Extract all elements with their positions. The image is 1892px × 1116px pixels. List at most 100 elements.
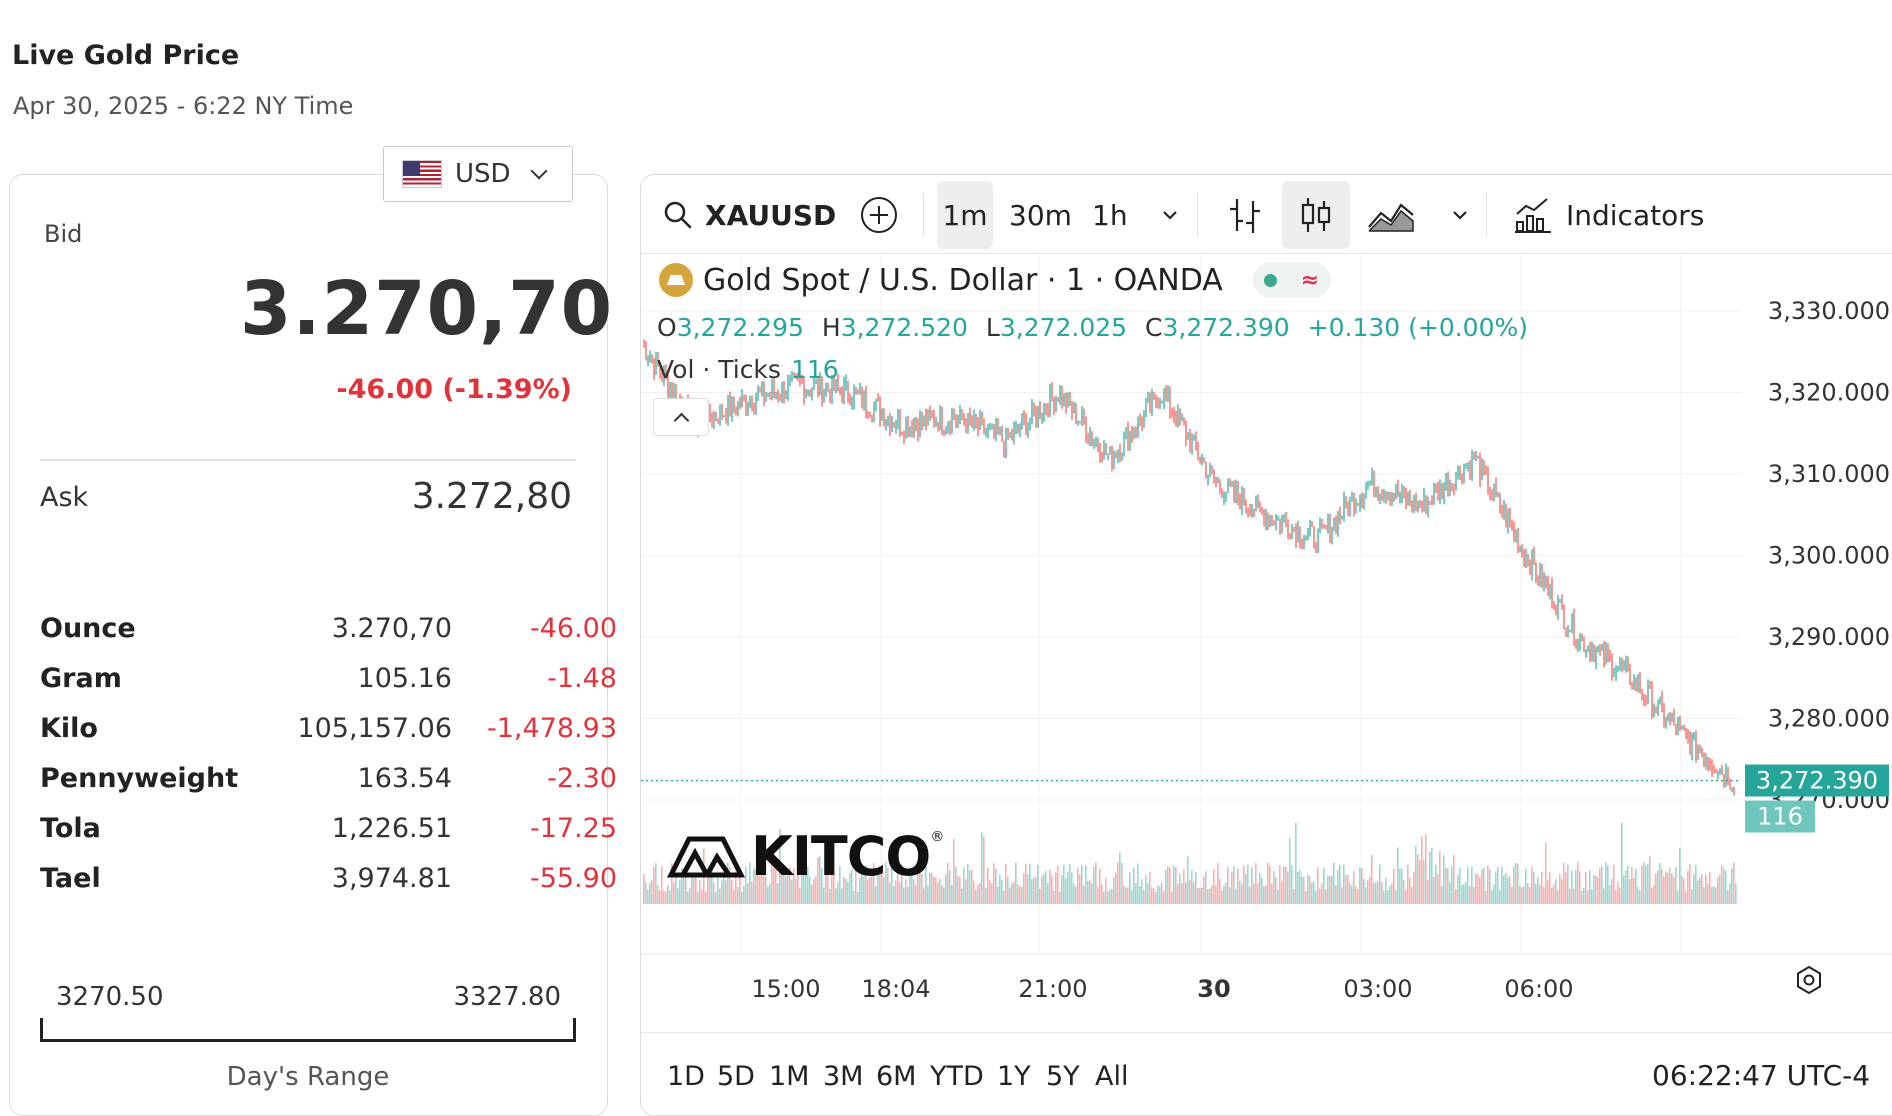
volume-bar xyxy=(1463,884,1465,904)
compare-symbol-button[interactable] xyxy=(859,181,899,249)
unit-price: 163.54 xyxy=(357,762,452,794)
volume-bar xyxy=(1119,852,1121,904)
volume-bar xyxy=(871,876,873,904)
volume-bar xyxy=(1097,887,1099,904)
volume-bar xyxy=(857,891,859,904)
volume-bar xyxy=(1631,867,1633,904)
volume-bar xyxy=(1073,884,1075,904)
collapse-legend-button[interactable] xyxy=(653,398,709,436)
time-axis-label: 03:00 xyxy=(1343,975,1412,1003)
volume-bar xyxy=(1515,862,1517,904)
volume-bar xyxy=(659,890,661,904)
interval-30m[interactable]: 30m xyxy=(1009,198,1072,232)
volume-bar xyxy=(775,868,777,904)
volume-bar xyxy=(1353,870,1355,904)
chart-style-dropdown[interactable] xyxy=(1449,181,1471,249)
volume-bar xyxy=(1143,889,1145,904)
volume-bar xyxy=(817,857,819,904)
range-3m[interactable]: 3M xyxy=(823,1061,864,1092)
area-style-button[interactable] xyxy=(1367,181,1415,249)
volume-bar xyxy=(1587,890,1589,904)
volume-bar xyxy=(1051,875,1053,904)
range-1y[interactable]: 1Y xyxy=(997,1061,1031,1092)
volume-bar xyxy=(1055,871,1057,904)
candles-style-button[interactable] xyxy=(1282,181,1350,249)
volume-bar xyxy=(1139,886,1141,904)
chart-area[interactable]: 3,330.000 3,320.000 3,310.000 3,300.000 3,29… xyxy=(641,254,1892,1032)
price-chart[interactable]: 3,330.000 3,320.000 3,310.000 3,300.000 3,29… xyxy=(641,254,1892,1032)
volume-bar xyxy=(901,864,903,904)
volume-bar xyxy=(889,882,891,904)
bar-style-button[interactable] xyxy=(1227,181,1263,249)
volume-bar xyxy=(755,869,757,904)
volume-bar xyxy=(727,862,729,904)
chart-widget: XAUUSD 1m 30m 1h Indicators 3,33 xyxy=(640,174,1892,1116)
range-1d[interactable]: 1D xyxy=(667,1061,705,1092)
volume-bar xyxy=(825,835,827,904)
volume-bar xyxy=(877,872,879,904)
volume-bar xyxy=(1247,864,1249,904)
range-6m[interactable]: 6M xyxy=(876,1061,917,1092)
gold-coin-icon xyxy=(659,263,693,297)
volume-bar xyxy=(1159,886,1161,904)
volume-bar xyxy=(811,884,813,904)
volume-bar xyxy=(1161,882,1163,904)
volume-bar xyxy=(859,877,861,904)
table-row: Ounce 3.270,70 -46.00 xyxy=(40,603,617,653)
volume-bar xyxy=(1345,874,1347,904)
volume-bar xyxy=(1317,867,1319,904)
volume-bar xyxy=(1037,864,1039,904)
volume-bar xyxy=(1699,877,1701,904)
indicators-button[interactable]: Indicators xyxy=(1514,181,1704,249)
volume-bar xyxy=(1399,869,1401,904)
volume-bar xyxy=(767,886,769,904)
volume-bar xyxy=(1635,868,1637,904)
volume-bar xyxy=(1047,882,1049,904)
time-axis-label: 06:00 xyxy=(1504,975,1573,1003)
interval-1h[interactable]: 1h xyxy=(1092,198,1128,232)
volume-bar xyxy=(1157,885,1159,904)
volume-bar xyxy=(945,874,947,904)
volume-bar xyxy=(1329,875,1331,904)
symbol-search[interactable]: XAUUSD xyxy=(663,181,836,249)
volume-bar xyxy=(1633,877,1635,904)
volume-bar xyxy=(911,869,913,904)
interval-dropdown[interactable] xyxy=(1159,181,1181,249)
volume-bar xyxy=(645,882,647,904)
volume-bar xyxy=(1571,870,1573,904)
volume-bar xyxy=(1241,884,1243,904)
volume-bar xyxy=(1275,877,1277,904)
volume-bar xyxy=(1599,868,1601,904)
volume-bar xyxy=(1193,881,1195,904)
volume-bar xyxy=(819,856,821,904)
volume-bar xyxy=(967,864,969,904)
volume-bar xyxy=(771,847,773,904)
range-1m[interactable]: 1M xyxy=(769,1061,810,1092)
volume-bar xyxy=(1527,883,1529,904)
volume-bar xyxy=(1507,877,1509,904)
volume-bar xyxy=(1099,868,1101,904)
volume-bar xyxy=(1319,888,1321,904)
volume-bar xyxy=(663,890,665,904)
volume-bar xyxy=(751,881,753,904)
volume-bar xyxy=(873,863,875,904)
volume-bar xyxy=(1125,887,1127,904)
range-5y[interactable]: 5Y xyxy=(1046,1061,1080,1092)
volume-bar xyxy=(1183,869,1185,904)
volume-bar xyxy=(1035,877,1037,904)
volume-bar xyxy=(813,878,815,904)
market-status-pill[interactable]: ≈ xyxy=(1252,262,1331,298)
range-all[interactable]: All xyxy=(1095,1061,1129,1092)
volume-bar xyxy=(713,882,715,904)
chevron-down-icon xyxy=(1163,211,1177,220)
currency-select[interactable]: USD xyxy=(383,146,573,202)
interval-1m[interactable]: 1m xyxy=(937,181,993,249)
volume-bar xyxy=(959,877,961,904)
volume-bar xyxy=(893,886,895,904)
chart-clock[interactable]: 06:22:47 UTC-4 xyxy=(1652,1059,1871,1092)
volume-bar xyxy=(1379,864,1381,904)
volume-bar xyxy=(1359,867,1361,904)
range-ytd[interactable]: YTD xyxy=(930,1061,984,1092)
range-5d[interactable]: 5D xyxy=(717,1061,755,1092)
unit-name: Gram xyxy=(40,662,122,694)
